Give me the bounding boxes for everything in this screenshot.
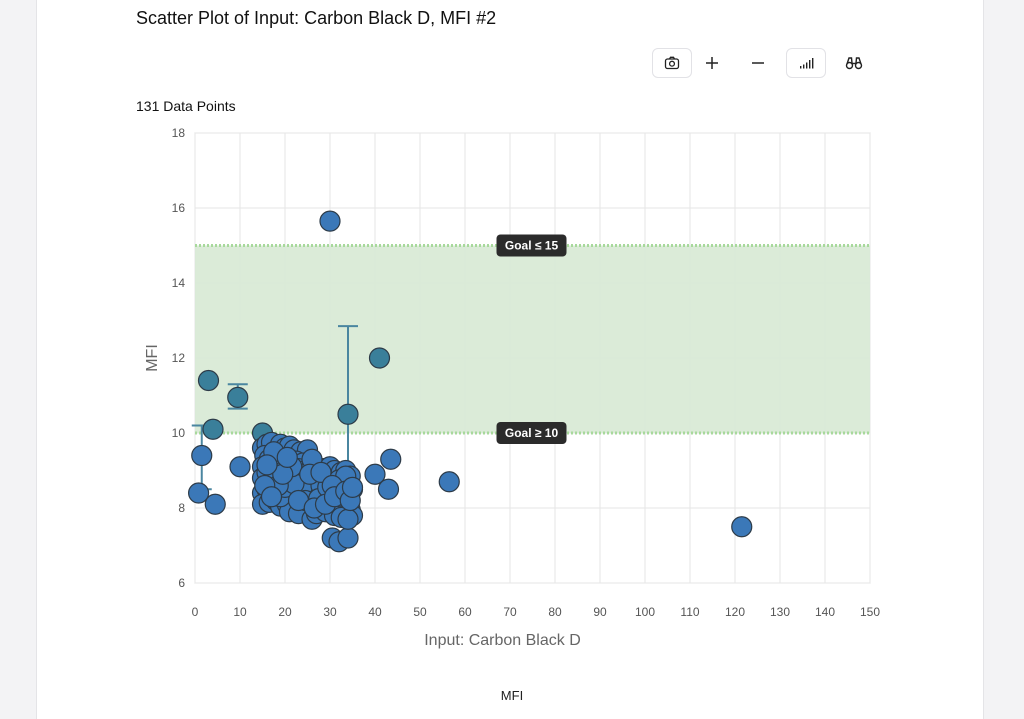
x-tick-label: 30 xyxy=(323,605,337,619)
x-tick-label: 130 xyxy=(770,605,790,619)
data-point xyxy=(337,508,359,530)
x-tick-label: 50 xyxy=(413,605,427,619)
data-point-count: 131 Data Points xyxy=(136,98,236,114)
x-tick-label: 20 xyxy=(278,605,292,619)
y-tick-label: 6 xyxy=(178,576,185,590)
goal-label-box xyxy=(496,234,567,257)
x-tick-label: 150 xyxy=(860,605,880,619)
data-point xyxy=(364,463,386,485)
reset-axes-button[interactable] xyxy=(786,48,826,78)
data-point xyxy=(202,418,224,440)
data-point xyxy=(368,347,391,369)
zoom-out-button[interactable] xyxy=(738,48,778,78)
data-point xyxy=(276,446,298,468)
goal-label: Goal ≥ 10 xyxy=(496,422,567,444)
binoculars-icon xyxy=(845,57,863,70)
data-point xyxy=(191,444,213,467)
zoom-out-icon xyxy=(752,62,764,64)
y-tick-label: 14 xyxy=(172,276,186,290)
data-point xyxy=(337,403,359,425)
inspect-button[interactable] xyxy=(834,48,874,78)
goal-label-text: Goal ≤ 15 xyxy=(505,239,559,253)
x-tick-label: 90 xyxy=(593,605,607,619)
x-tick-label: 10 xyxy=(233,605,247,619)
download-image-button[interactable] xyxy=(652,48,692,78)
data-point xyxy=(337,527,359,549)
data-point xyxy=(197,369,220,392)
page-title: Scatter Plot of Input: Carbon Black D, M… xyxy=(136,8,497,28)
x-tick-label: 110 xyxy=(680,605,699,619)
signal-bars-icon xyxy=(800,58,814,69)
data-point xyxy=(377,478,400,500)
data-point xyxy=(260,486,283,508)
goal-label-box xyxy=(496,422,567,444)
x-tick-label: 80 xyxy=(548,605,562,619)
x-tick-label: 0 xyxy=(192,605,199,619)
data-point xyxy=(227,386,249,408)
x-tick-label: 70 xyxy=(503,605,517,619)
data-point xyxy=(229,456,251,478)
goal-label: Goal ≤ 15 xyxy=(496,234,567,257)
x-tick-label: 60 xyxy=(458,605,472,619)
data-point xyxy=(188,482,210,504)
footer-label: MFI xyxy=(500,688,524,703)
data-point xyxy=(731,516,753,538)
data-point xyxy=(256,454,278,476)
goal-label-text: Goal ≥ 10 xyxy=(505,426,559,440)
camera-icon xyxy=(664,56,680,70)
y-axis-label: MFI xyxy=(144,344,161,372)
zoom-in-button[interactable] xyxy=(692,48,732,78)
x-tick-label: 120 xyxy=(725,605,745,619)
y-tick-label: 10 xyxy=(172,426,186,440)
y-tick-label: 18 xyxy=(172,126,186,140)
y-tick-label: 12 xyxy=(172,351,186,365)
goal-band xyxy=(195,245,870,433)
x-tick-label: 140 xyxy=(815,605,835,619)
data-point xyxy=(319,210,341,232)
data-point xyxy=(438,471,460,493)
x-axis-label: Input: Carbon Black D xyxy=(424,632,581,649)
data-point xyxy=(341,476,364,498)
data-point xyxy=(380,448,402,470)
x-tick-label: 40 xyxy=(368,605,382,619)
x-tick-label: 100 xyxy=(635,605,655,619)
zoom-in-icon xyxy=(706,57,718,69)
data-point xyxy=(204,493,226,515)
y-tick-label: 8 xyxy=(178,501,185,515)
y-tick-label: 16 xyxy=(172,201,186,215)
